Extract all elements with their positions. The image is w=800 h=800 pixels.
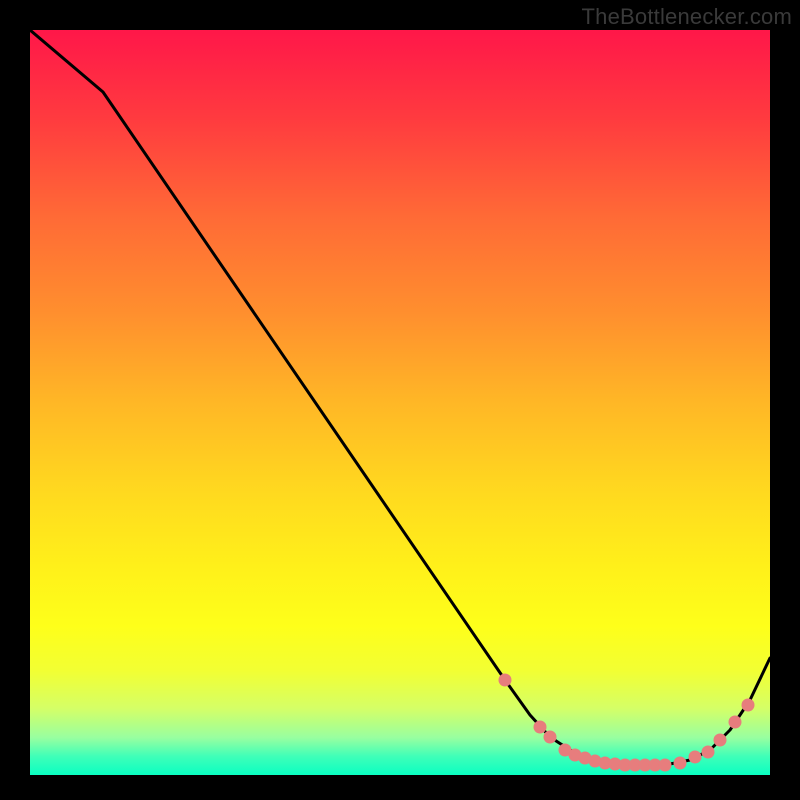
data-marker: [534, 721, 547, 734]
data-marker: [659, 759, 672, 772]
data-marker: [674, 757, 687, 770]
chart-svg: [30, 30, 770, 775]
chart-plot-area: [30, 30, 770, 775]
data-marker: [714, 734, 727, 747]
data-marker: [689, 751, 702, 764]
data-marker: [499, 674, 512, 687]
data-marker: [742, 699, 755, 712]
watermark-text: TheBottlenecker.com: [582, 4, 792, 30]
chart-background: [30, 30, 770, 775]
data-marker: [544, 731, 557, 744]
data-marker: [702, 746, 715, 759]
data-marker: [729, 716, 742, 729]
